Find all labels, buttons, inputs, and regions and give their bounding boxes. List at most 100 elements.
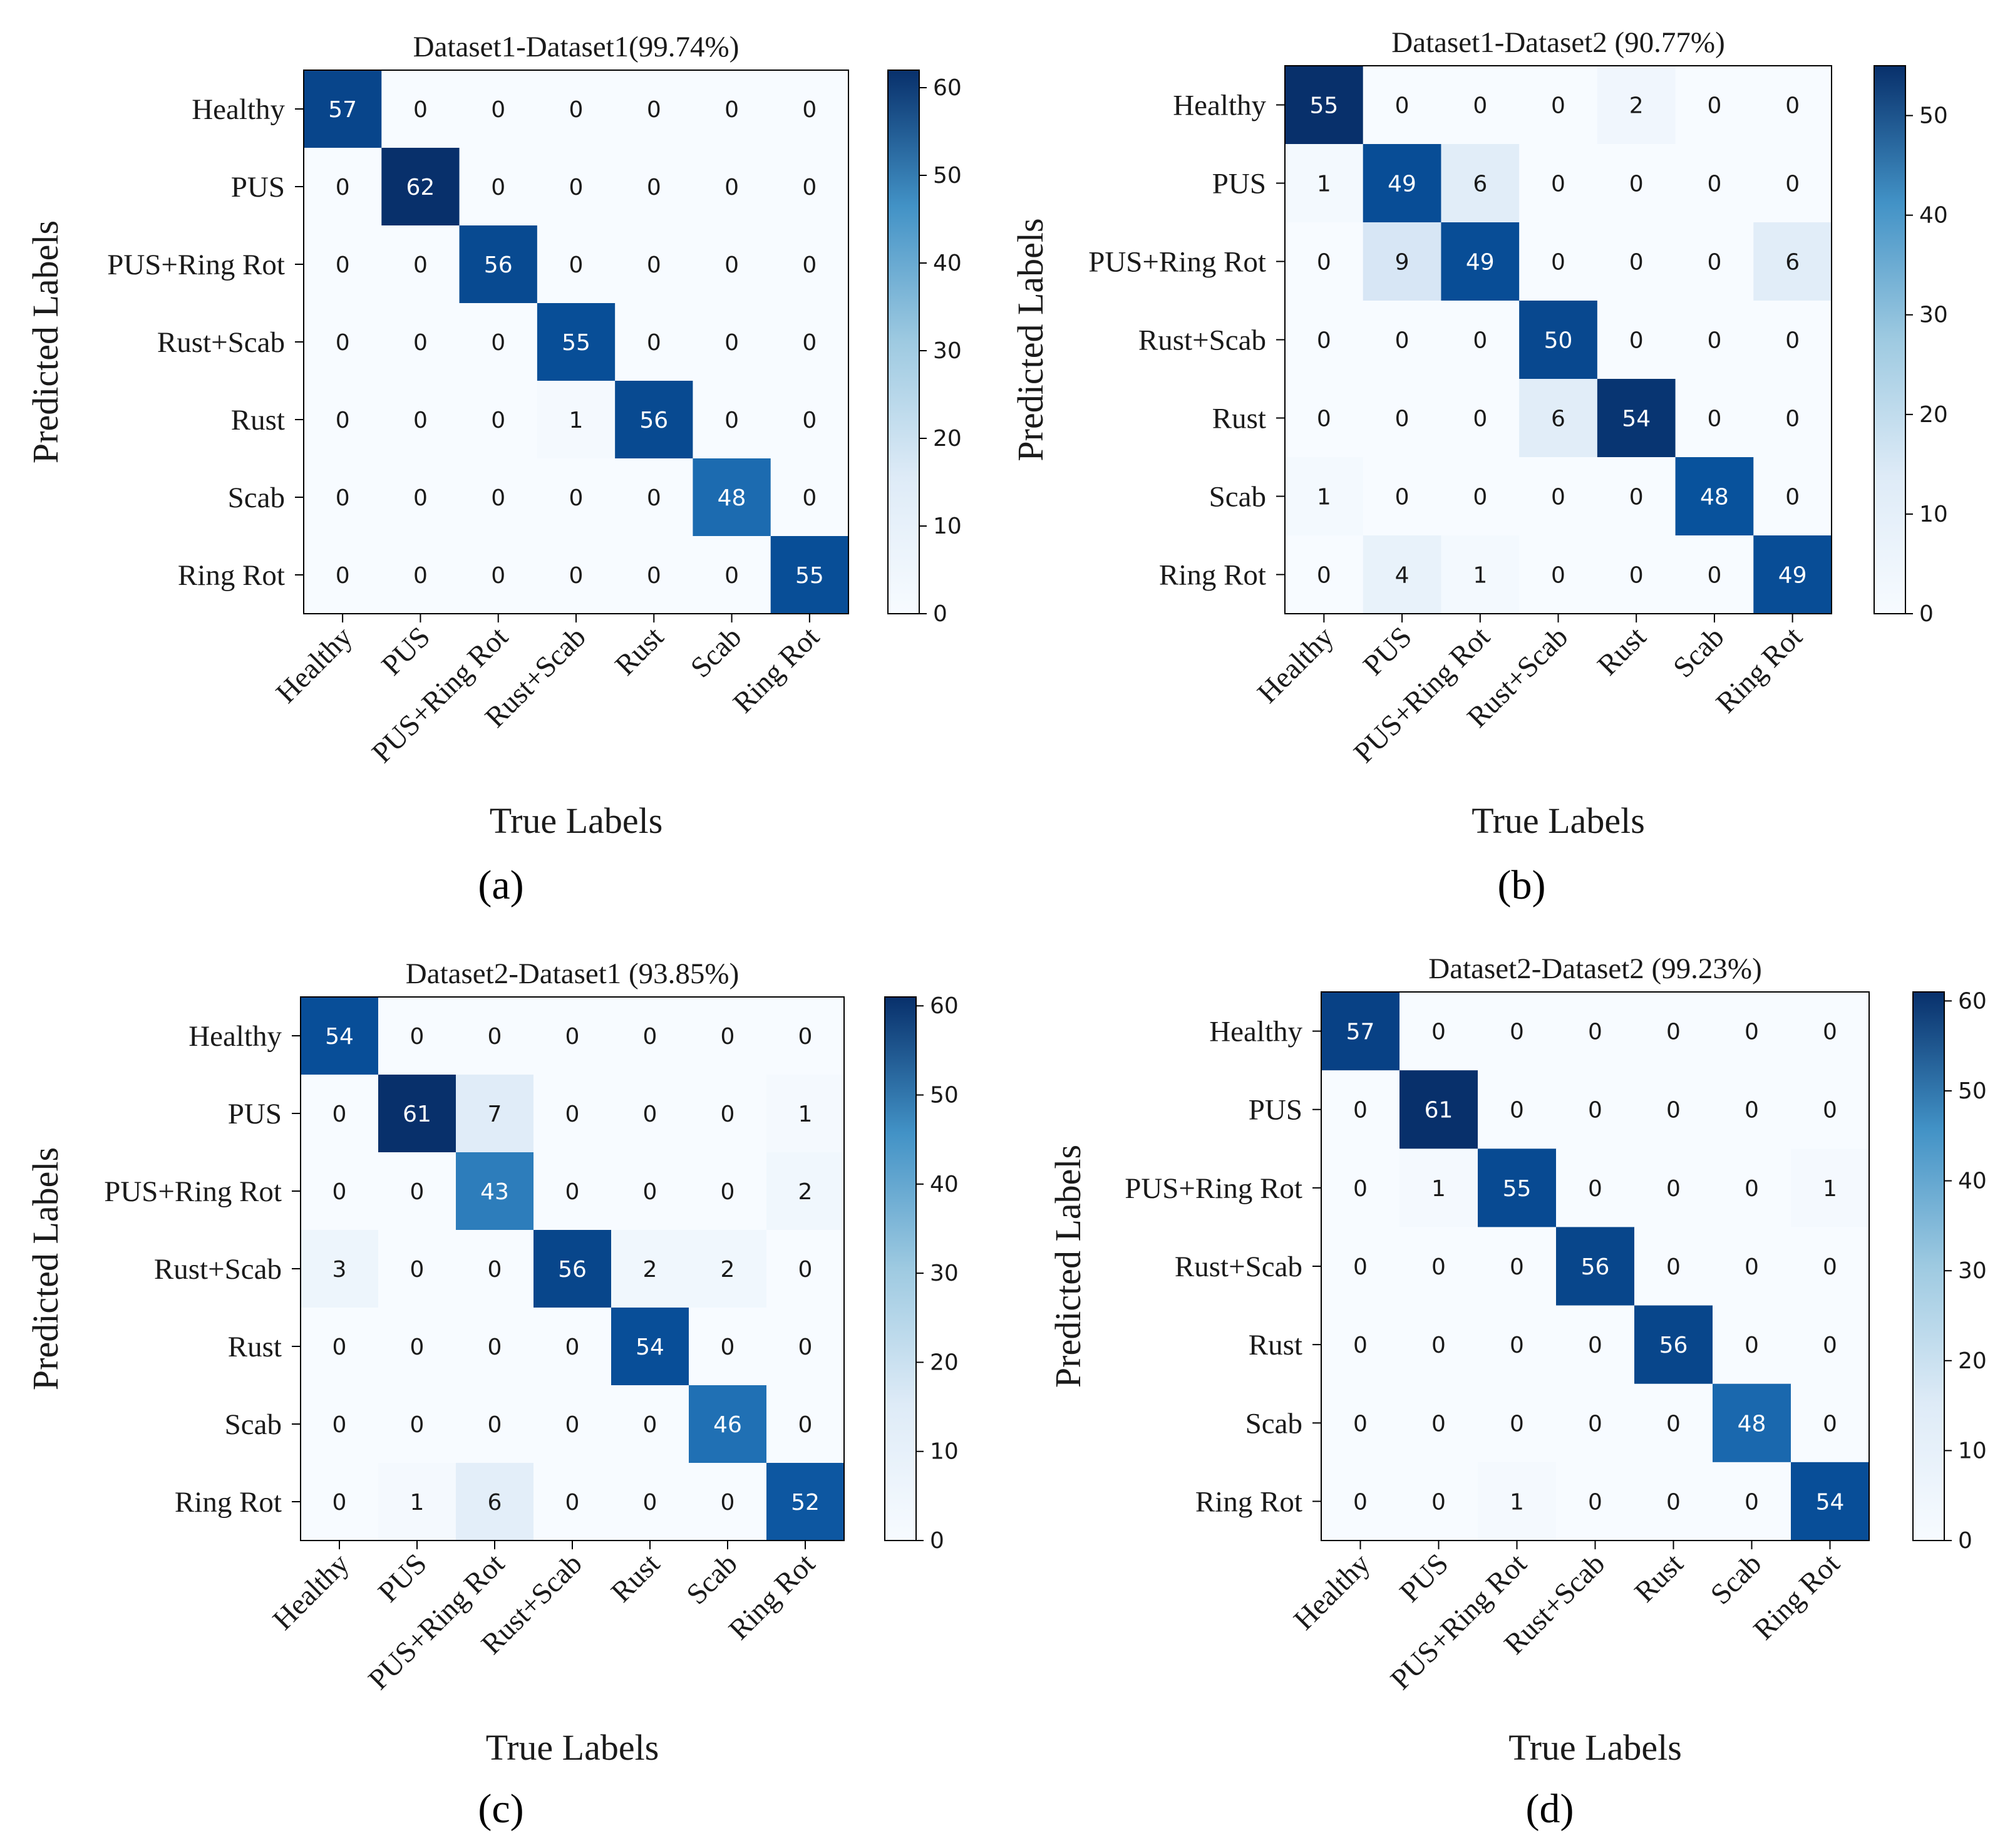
colorbar-tick-label: 20 (1958, 1348, 1987, 1374)
cell-value: 0 (1395, 406, 1410, 432)
cell-value: 0 (802, 330, 817, 356)
cell-value: 56 (1581, 1254, 1610, 1280)
cell-value: 0 (798, 1412, 813, 1438)
cell-value: 0 (802, 485, 817, 511)
cell-value: 0 (647, 563, 661, 589)
matrix-cell (766, 1463, 845, 1541)
cell-value: 0 (1353, 1333, 1368, 1358)
cell-value: 0 (1317, 328, 1331, 354)
x-tick-label: Ring Rot (1748, 1547, 1847, 1646)
x-tick-label: PUS+Ring Rot (366, 621, 514, 769)
cell-value: 0 (1588, 1176, 1602, 1202)
cell-value: 0 (1785, 93, 1800, 119)
matrix-cell (770, 303, 849, 381)
cell-value: 56 (484, 252, 513, 278)
cell-value: 55 (795, 563, 824, 589)
matrix-cell (1478, 992, 1557, 1071)
cell-value: 0 (1473, 406, 1487, 432)
matrix-cell (1363, 457, 1441, 536)
matrix-cell (378, 997, 456, 1075)
cell-value: 0 (1785, 485, 1800, 510)
matrix-cell (1634, 1227, 1713, 1306)
colorbar-tick-label: 50 (933, 163, 962, 188)
cell-value: 0 (1629, 172, 1644, 197)
matrix-cell (1556, 1383, 1635, 1463)
cell-value: 0 (491, 485, 505, 511)
colorbar-tick-label: 60 (930, 993, 959, 1019)
cell-value: 0 (410, 1334, 425, 1360)
cell-value: 55 (1309, 93, 1338, 119)
cell-value: 0 (724, 175, 739, 200)
matrix-cell (611, 1075, 689, 1153)
cell-value: 48 (718, 485, 746, 511)
cell-value: 0 (491, 563, 505, 589)
cell-value: 0 (1666, 1489, 1681, 1515)
cell-value: 0 (1823, 1098, 1837, 1123)
y-axis-label: Predicted Labels (1048, 1145, 1088, 1388)
cell-value: 0 (1823, 1411, 1837, 1437)
cell-value: 0 (410, 1024, 425, 1050)
matrix-cell (1399, 1305, 1478, 1385)
matrix-cell (1791, 1462, 1870, 1541)
cell-value: 0 (1745, 1019, 1759, 1045)
matrix-cell (689, 1463, 767, 1541)
cell-value: 0 (798, 1334, 813, 1360)
cell-value: 0 (410, 1412, 425, 1438)
matrix-cell (611, 997, 689, 1075)
cell-value: 0 (802, 252, 817, 278)
matrix-cell (1519, 301, 1598, 379)
cell-value: 0 (491, 330, 505, 356)
matrix-cell (301, 1075, 379, 1153)
cell-value: 0 (1510, 1411, 1524, 1437)
matrix-cell (304, 381, 382, 459)
x-tick-label: Ring Rot (727, 621, 826, 720)
cell-value: 0 (1473, 93, 1487, 119)
cell-value: 52 (791, 1490, 820, 1515)
colorbar-tick-label: 0 (930, 1528, 944, 1554)
matrix-cell (689, 1075, 767, 1153)
y-tick-label: Scab (228, 482, 285, 514)
y-tick-label: Healthy (192, 93, 285, 126)
matrix-cell (615, 381, 693, 459)
cell-value: 0 (491, 97, 505, 123)
matrix-cell (766, 997, 845, 1075)
matrix-cell (689, 1152, 767, 1231)
cell-value: 50 (1544, 328, 1573, 354)
panel-letter: (b) (1498, 862, 1546, 908)
matrix-cell (378, 1463, 456, 1541)
cell-value: 0 (1666, 1019, 1681, 1045)
y-tick-label: Healthy (1209, 1016, 1302, 1048)
matrix-cell (1675, 301, 1754, 379)
matrix-cell (1321, 1462, 1400, 1541)
matrix-cell (1753, 144, 1832, 223)
matrix-cell (1363, 144, 1441, 223)
cell-value: 1 (1317, 485, 1331, 510)
cell-value: 0 (798, 1257, 813, 1283)
y-tick-label: Rust (1212, 403, 1266, 435)
colorbar-tick-label: 30 (1958, 1258, 1987, 1284)
cell-value: 0 (332, 1412, 347, 1438)
cell-value: 6 (1785, 250, 1800, 276)
matrix-cell (1556, 1462, 1635, 1541)
colorbar-tick-label: 60 (933, 75, 962, 101)
cell-value: 54 (1816, 1489, 1845, 1515)
matrix-cell (1556, 1305, 1635, 1385)
colorbar-tick-label: 50 (930, 1083, 959, 1108)
matrix-cell (459, 458, 538, 537)
cell-value: 2 (721, 1257, 735, 1283)
matrix-cell (537, 148, 616, 226)
colorbar-tick-label: 10 (1919, 502, 1948, 527)
matrix-cell (378, 1075, 456, 1153)
matrix-cell (381, 536, 460, 614)
matrix-cell (1478, 1383, 1557, 1463)
matrix-cell (1753, 379, 1832, 458)
cell-value: 0 (1785, 406, 1800, 432)
cell-value: 0 (802, 97, 817, 123)
matrix-cell (1713, 1070, 1791, 1149)
cell-value: 0 (647, 175, 661, 200)
x-tick-label: Scab (1704, 1547, 1768, 1611)
matrix-cell (693, 70, 771, 148)
colorbar-tick-label: 40 (1958, 1169, 1987, 1194)
matrix-cell (1285, 66, 1364, 145)
cell-value: 0 (1745, 1489, 1759, 1515)
